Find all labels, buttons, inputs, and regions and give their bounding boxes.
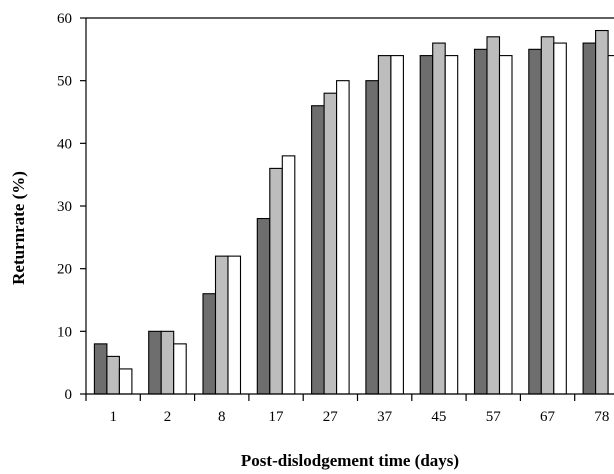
bar-series-1-27	[311, 105, 325, 395]
x-tick-label: 1	[109, 409, 117, 425]
bar-series-3-2	[173, 343, 187, 395]
x-axis: 1281727374557677890	[85, 393, 614, 425]
bar-series-2-67	[540, 36, 555, 395]
bar-series-3-8	[227, 255, 242, 395]
bar-series-3-78	[607, 55, 614, 395]
bar-series-3-1	[118, 368, 133, 395]
x-tick-label: 37	[377, 409, 393, 425]
bar-series-1-57	[473, 48, 488, 395]
bar-series-2-8	[214, 255, 229, 395]
bar-series-3-67	[553, 42, 567, 395]
bar-series-2-57	[486, 36, 501, 395]
bar-series-2-17	[269, 167, 283, 395]
bar-series-1-8	[202, 293, 217, 395]
y-tick-label: 50	[57, 74, 72, 90]
bar-series-3-37	[390, 55, 404, 395]
bar-series-1-1	[93, 343, 108, 395]
bar-series-2-37	[377, 55, 392, 395]
x-tick-label: 78	[594, 409, 609, 425]
plot-area	[86, 17, 614, 395]
bar-series-3-17	[281, 155, 296, 395]
bar-series-1-67	[528, 48, 542, 395]
x-tick-label: 2	[164, 409, 172, 425]
bar-series-2-78	[595, 29, 609, 395]
bar-series-1-2	[148, 330, 162, 395]
x-tick-label: 67	[540, 409, 556, 425]
x-tick-label: 8	[218, 409, 226, 425]
bar-series-2-45	[432, 42, 446, 395]
y-tick-label: 0	[65, 387, 73, 403]
bar-series-3-57	[498, 55, 513, 395]
y-tick-label: 40	[57, 136, 72, 152]
bar-series-3-27	[336, 80, 350, 395]
y-tick-label: 60	[57, 11, 72, 27]
bar-series-2-1	[106, 355, 120, 395]
bar-series-1-45	[419, 55, 434, 395]
bar-series-2-27	[323, 92, 338, 395]
bar-series-3-45	[444, 55, 459, 395]
x-tick-label: 45	[431, 409, 446, 425]
y-axis-title: Returnrate (%)	[9, 171, 28, 285]
x-axis-title: Post-dislodgement time (days)	[241, 451, 459, 470]
x-tick-label: 57	[486, 409, 502, 425]
bar-series-1-17	[256, 217, 271, 395]
y-tick-label: 10	[57, 324, 72, 340]
bar-series-1-37	[365, 80, 379, 395]
x-tick-label: 27	[323, 409, 339, 425]
y-tick-label: 30	[57, 199, 72, 215]
y-axis: 0 10 20 30 40 50 60	[57, 11, 87, 403]
bar-series-2-2	[160, 330, 175, 395]
bar-series-1-78	[582, 42, 597, 395]
y-tick-label: 20	[57, 262, 72, 278]
x-tick-label: 17	[269, 409, 285, 425]
